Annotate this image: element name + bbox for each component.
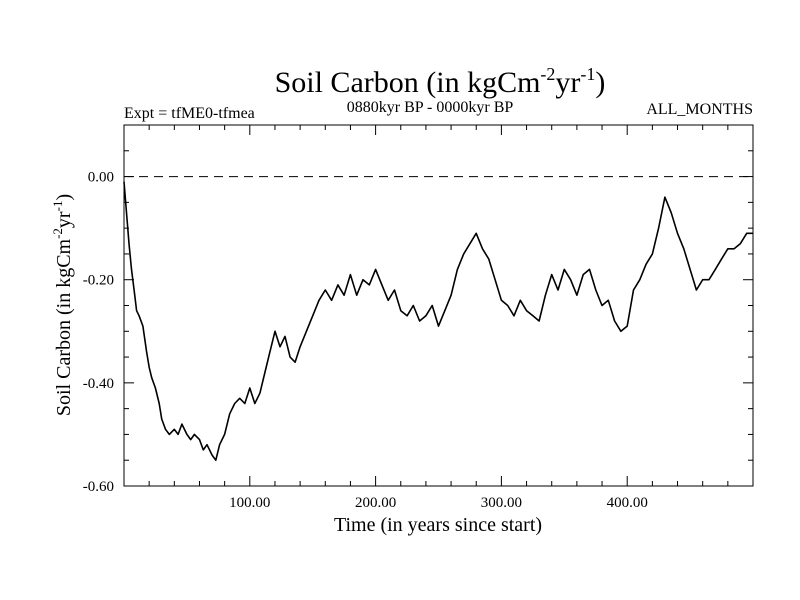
series-line-soil-carbon — [123, 181, 753, 461]
x-tick-label: 400.00 — [607, 495, 648, 511]
plot-frame — [123, 124, 754, 487]
y-tick-label: 0.00 — [88, 170, 114, 186]
chart-title-sup2: -1 — [580, 64, 595, 84]
y-axis-label-main: Soil Carbon (in kgCm — [53, 238, 75, 416]
chart-title: Soil Carbon (in kgCm-2yr-1) — [275, 64, 606, 99]
chart-title-end: ) — [595, 66, 605, 99]
y-axis-label-sup1: -2 — [50, 228, 65, 239]
chart-title-main: Soil Carbon (in kgCm — [275, 66, 541, 99]
y-axis-label-end: ) — [53, 194, 75, 201]
x-tick-label: 100.00 — [229, 495, 270, 511]
y-axis-label-mid: yr — [53, 211, 75, 228]
chart-title-mid: yr — [555, 66, 580, 99]
y-tick-label: -0.60 — [83, 479, 114, 495]
y-tick-label: -0.20 — [83, 273, 114, 289]
chart-title-sup1: -2 — [540, 64, 555, 84]
x-tick-label: 300.00 — [481, 495, 522, 511]
y-axis-label: Soil Carbon (in kgCm-2yr-1) — [50, 194, 75, 416]
y-tick-label: -0.40 — [83, 376, 114, 392]
tick-labels: 100.00 200.00 300.00 400.00 0.00 -0.20 -0.40 -0… — [83, 170, 648, 511]
subtitle-left: Expt = tfME0-tfmea — [124, 105, 255, 122]
axis-ticks — [124, 125, 753, 486]
subtitle-center: 0880kyr BP - 0000kyr BP — [347, 99, 514, 116]
y-axis-label-sup2: -1 — [50, 201, 65, 212]
x-axis-label: Time (in years since start) — [334, 514, 542, 536]
x-tick-label: 200.00 — [355, 495, 396, 511]
subtitle-right: ALL_MONTHS — [646, 101, 753, 118]
